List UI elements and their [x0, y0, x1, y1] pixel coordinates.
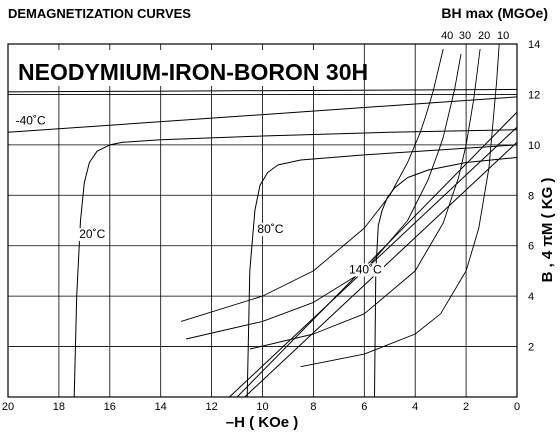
bhmax-label-40: 40: [441, 30, 453, 42]
bhmax-curve-20: [249, 48, 481, 350]
title-background: [14, 50, 350, 86]
y-axis-label: B , 4 πM ( KG ): [539, 178, 556, 283]
bhmax-label-20: 20: [478, 30, 490, 42]
series-2-j-curve: [73, 129, 518, 398]
chart-title: NEODYMIUM-IRON-BORON 30H: [18, 59, 368, 85]
temperature-label: 80˚C: [257, 222, 283, 236]
bhmax-curve-40: [180, 48, 444, 322]
bhmax-curve-10: [300, 43, 500, 368]
bhmax-curves: [180, 43, 500, 368]
series-1-j-curve: [7, 88, 518, 93]
temperature-label-bg: [13, 114, 51, 128]
x-tick-label: 20: [2, 401, 14, 413]
y-tick-label: 10: [528, 140, 540, 152]
series-4-j-curve: [374, 157, 518, 398]
x-tick-label: 0: [514, 401, 520, 413]
series-1-b-curve: [7, 96, 518, 133]
bhmax-curve-30: [185, 54, 462, 340]
x-tick-label: 8: [310, 401, 316, 413]
series-3-j-curve: [246, 144, 518, 398]
y-tick-label: 8: [528, 190, 534, 202]
temperature-label: -40˚C: [16, 114, 46, 128]
y-tick-label: 2: [528, 342, 534, 354]
temperature-label-bg: [347, 263, 385, 277]
x-axis-label: –H ( KOe ): [226, 414, 299, 431]
temperature-label: 20˚C: [79, 227, 105, 241]
x-tick-label: 4: [412, 401, 418, 413]
bhmax-label-30: 30: [459, 30, 471, 42]
temperature-label-bg: [77, 228, 108, 242]
y-tick-label: 12: [528, 89, 540, 101]
x-tick-label: 2: [463, 401, 469, 413]
y-tick-label: 6: [528, 241, 534, 253]
x-tick-label: 12: [205, 401, 217, 413]
y-tick-label: 14: [528, 39, 540, 51]
bhmax-label-10: 10: [497, 30, 509, 42]
temperature-label: 140˚C: [349, 262, 382, 276]
grid: [7, 43, 518, 398]
header-left: DEMAGNETIZATION CURVES: [8, 6, 191, 21]
x-tick-label: 16: [104, 401, 116, 413]
x-tick-label: 18: [53, 401, 65, 413]
series-3-b-curve: [229, 126, 518, 398]
x-tick-label: 6: [361, 401, 367, 413]
temperature-label-bg: [255, 223, 286, 237]
x-tick-label: 14: [155, 401, 167, 413]
y-tick-label: 4: [528, 291, 534, 303]
header-right: BH max (MGOe): [441, 5, 548, 21]
x-tick-label: 10: [256, 401, 268, 413]
